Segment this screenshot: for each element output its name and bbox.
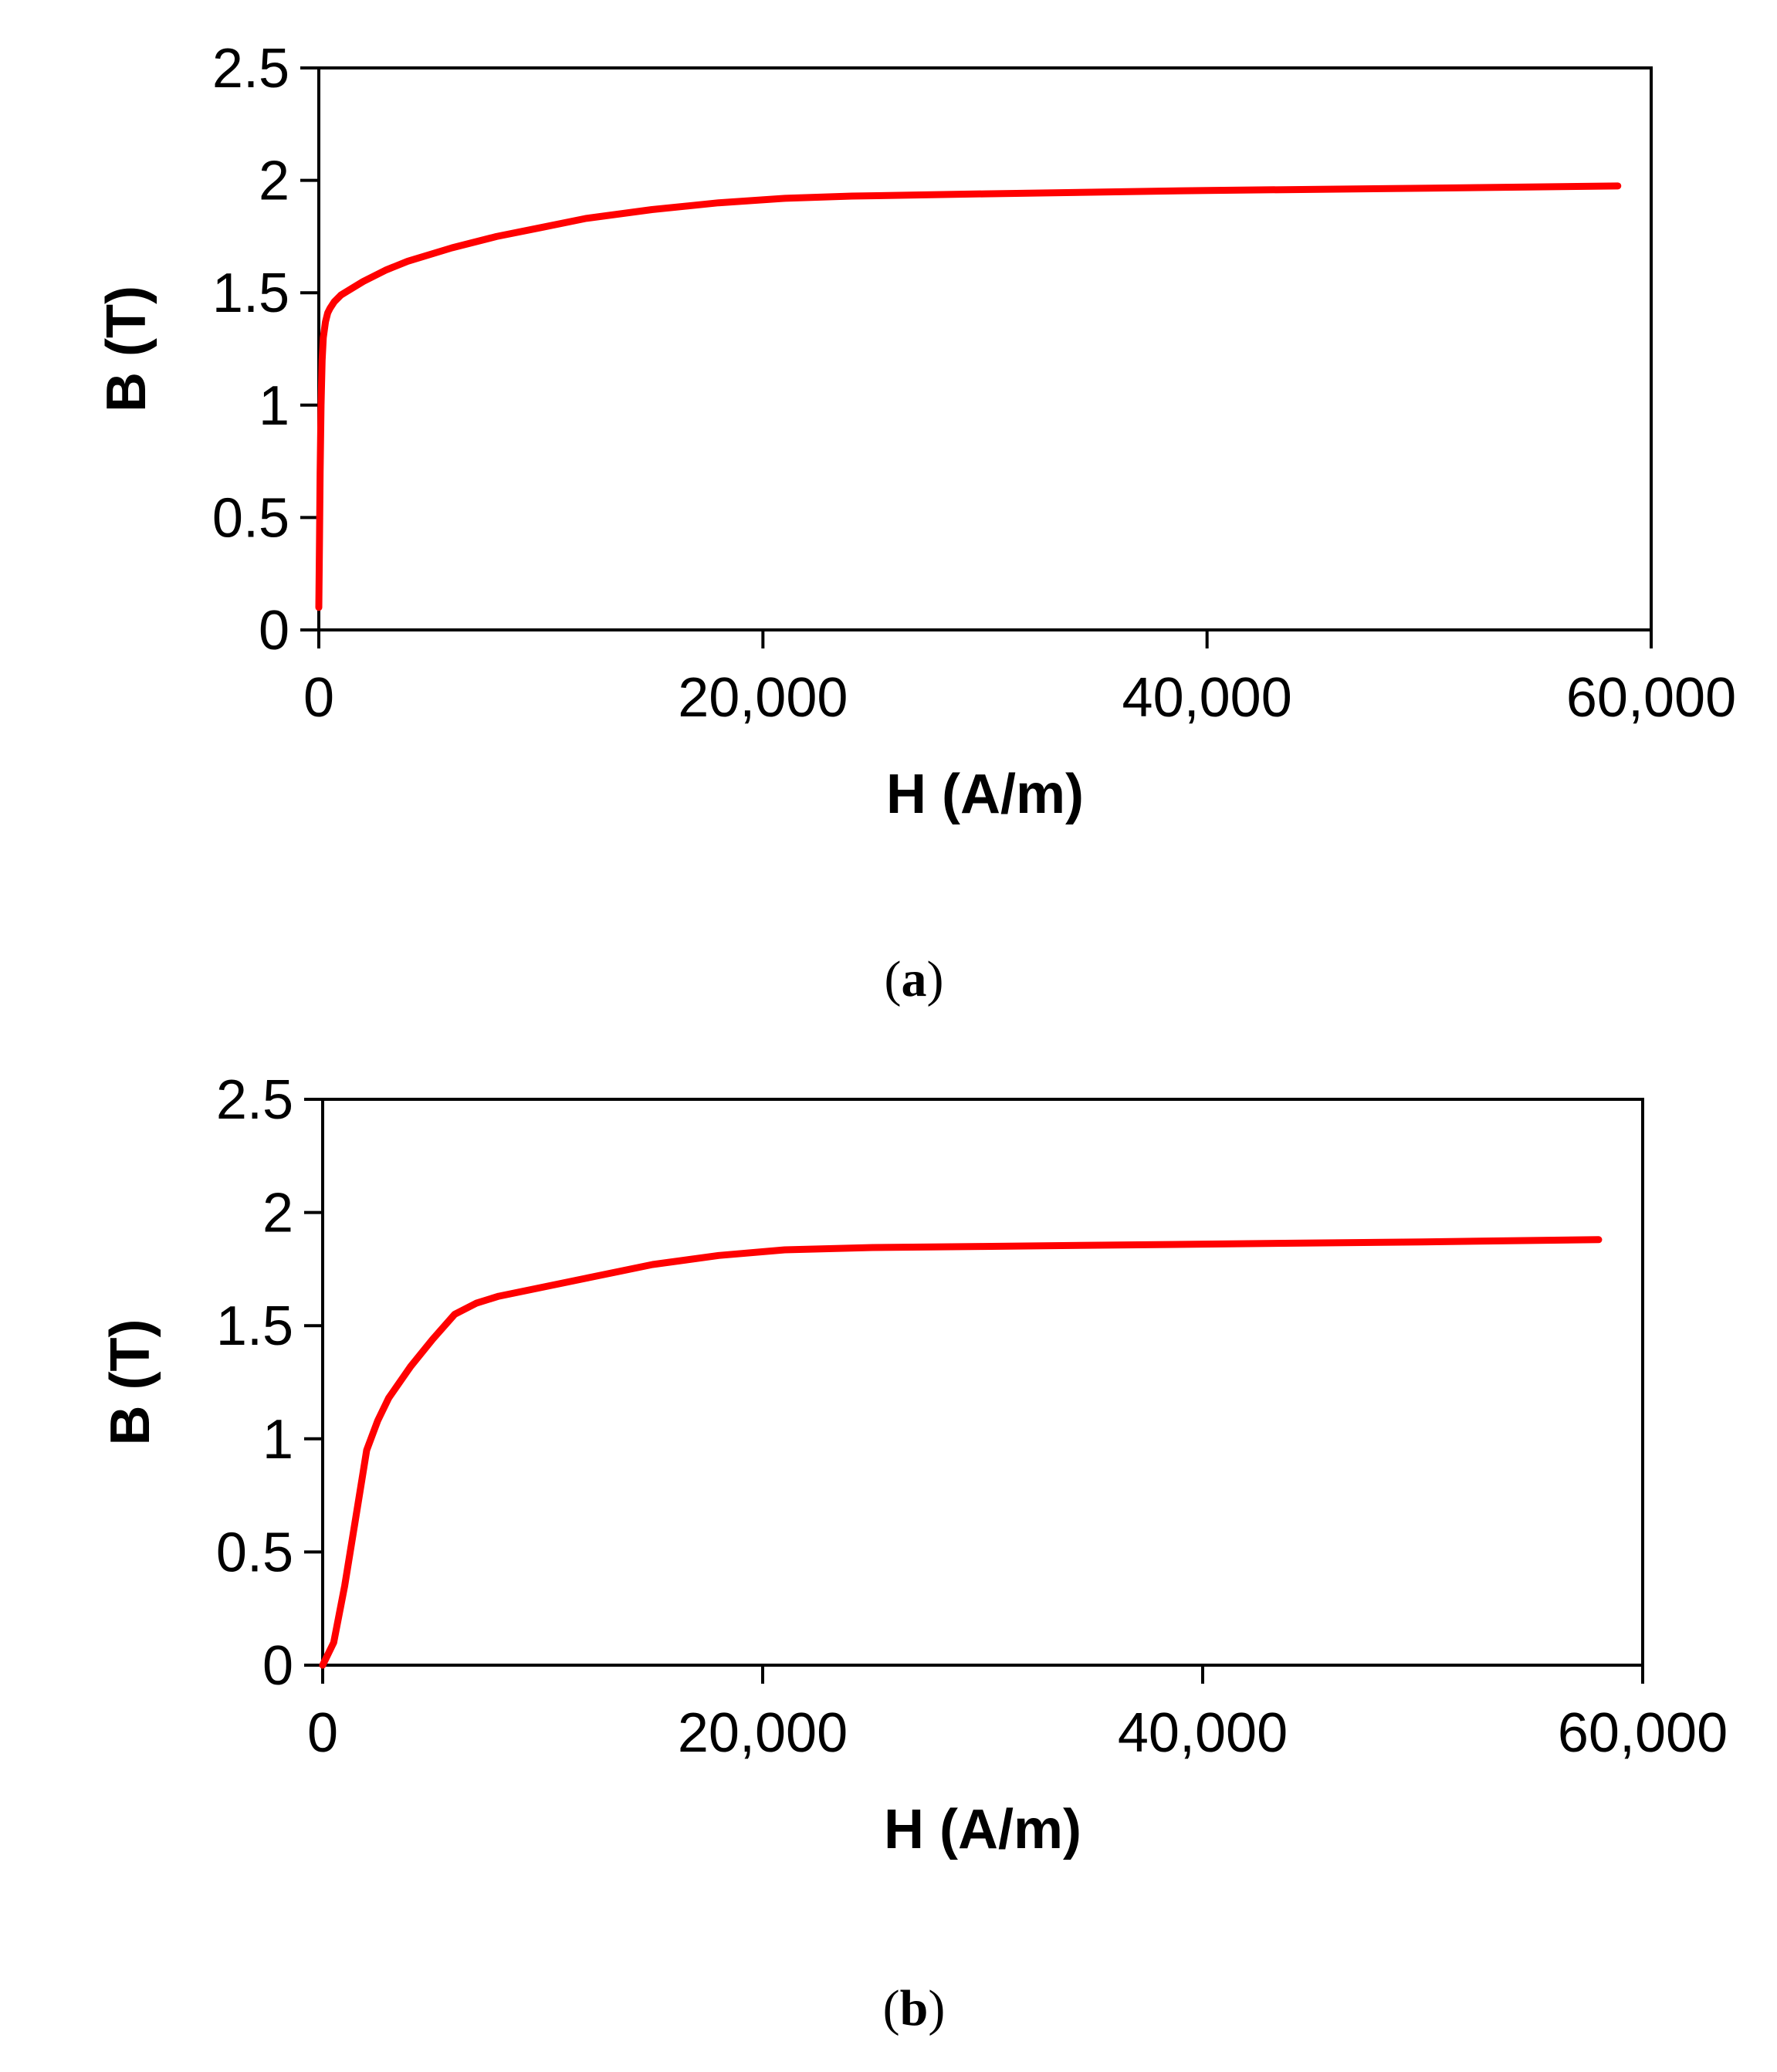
x-axis-title: H (A/m) [886,763,1084,825]
y-tick-label: 2 [262,1183,293,1244]
y-tick-label: 2 [259,151,289,212]
chart-panel-a: 0 0.5 1 1.5 2 2.5 0 20,000 40,000 60,000 H (A/m)… [96,38,1736,1007]
x-tick-label: 0 [303,667,334,729]
y-axis-ticks: 0 0.5 1 1.5 2 2.5 [212,38,319,662]
x-axis-title: H (A/m) [884,1799,1081,1860]
y-tick-label: 1.5 [216,1295,293,1357]
y-tick-label: 1.5 [212,262,289,324]
y-tick-label: 0.5 [212,487,289,549]
panel-caption: (b) [883,1980,946,2036]
plot-area-frame [321,1098,1644,1667]
y-tick-label: 0 [262,1635,293,1697]
y-axis-title: B (T) [96,286,157,412]
y-tick-label: 1 [259,375,289,437]
panel-caption: (a) [885,951,944,1007]
x-axis-ticks: 0 20,000 40,000 60,000 [307,1665,1728,1764]
y-tick-label: 2.5 [216,1069,293,1131]
x-tick-label: 40,000 [1122,667,1292,729]
x-tick-label: 20,000 [678,667,848,729]
y-axis-title: B (T) [100,1319,161,1446]
y-tick-label: 0.5 [216,1522,293,1583]
x-tick-label: 20,000 [678,1702,848,1764]
x-tick-label: 0 [307,1702,338,1764]
x-tick-label: 60,000 [1566,667,1736,729]
panel-caption-letter: b [900,1980,929,2036]
y-tick-label: 0 [259,600,289,662]
bh-curve-line [315,182,1622,611]
chart-panel-b: 0 0.5 1 1.5 2 2.5 0 20,000 40,000 60,000 H (A/m)… [100,1069,1728,2036]
x-tick-label: 40,000 [1118,1702,1288,1764]
panel-caption-letter: a [902,951,927,1007]
plot-area-frame [317,66,1653,631]
x-axis-ticks: 0 20,000 40,000 60,000 [303,630,1736,729]
y-tick-label: 2.5 [212,38,289,100]
bh-curve-line [319,1236,1603,1669]
x-tick-label: 60,000 [1558,1702,1728,1764]
y-axis-ticks: 0 0.5 1 1.5 2 2.5 [216,1069,323,1697]
y-tick-label: 1 [262,1409,293,1471]
